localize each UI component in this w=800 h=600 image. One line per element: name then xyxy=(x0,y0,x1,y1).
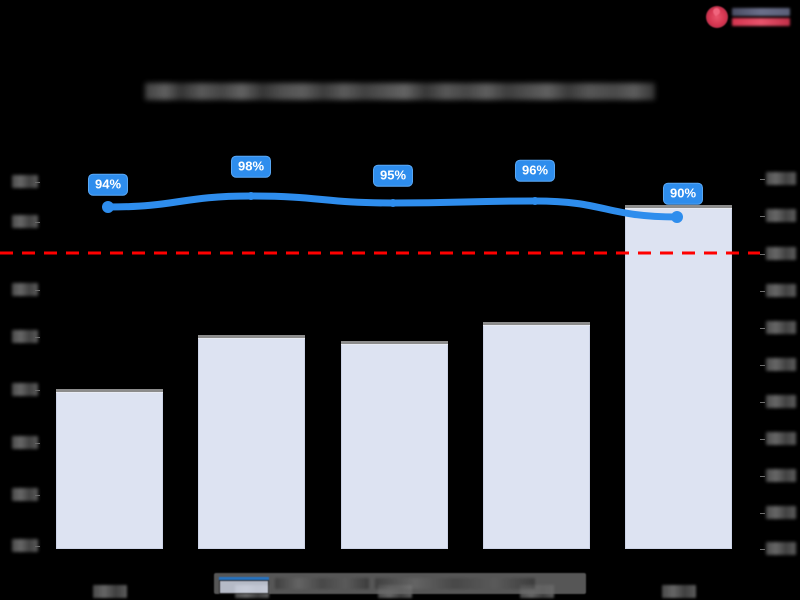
right-axis-label-4 xyxy=(766,284,796,297)
x-axis-label-1 xyxy=(92,585,127,598)
logo-wordmark xyxy=(732,8,790,26)
left-axis-label-2 xyxy=(12,215,38,228)
right-axis-tick xyxy=(760,254,765,255)
data-label-5: 90% xyxy=(662,182,704,205)
legend-swatch-bar[interactable] xyxy=(219,580,269,594)
bar-1[interactable] xyxy=(56,389,163,549)
right-axis-label-9 xyxy=(766,469,796,482)
right-axis-label-8 xyxy=(766,432,796,445)
bar-5[interactable] xyxy=(625,205,732,549)
left-axis-label-1 xyxy=(12,175,38,188)
chart-title xyxy=(100,74,700,108)
right-axis-tick xyxy=(760,402,765,403)
line-marker-1[interactable] xyxy=(102,201,114,213)
right-axis-tick xyxy=(760,216,765,217)
right-axis-label-3 xyxy=(766,247,796,260)
x-axis-label-5 xyxy=(661,585,696,598)
left-axis-label-7 xyxy=(12,488,38,501)
right-axis-label-6 xyxy=(766,358,796,371)
legend-label-bar xyxy=(375,578,535,589)
data-label-2: 98% xyxy=(230,155,272,178)
chart-title-redacted xyxy=(145,82,655,100)
data-label-4: 96% xyxy=(514,159,556,182)
left-axis-label-8 xyxy=(12,539,38,552)
right-axis-label-10 xyxy=(766,506,796,519)
data-label-3: 95% xyxy=(372,164,414,187)
right-axis-tick xyxy=(760,179,765,180)
right-axis-tick xyxy=(760,476,765,477)
line-marker-3[interactable] xyxy=(389,199,397,207)
left-axis-label-3 xyxy=(12,283,38,296)
bar-cap xyxy=(625,205,732,209)
right-axis-tick xyxy=(760,291,765,292)
line-marker-4[interactable] xyxy=(531,197,539,205)
right-axis-label-11 xyxy=(766,542,796,555)
data-label-1: 94% xyxy=(87,173,129,196)
bar-3[interactable] xyxy=(341,341,448,549)
left-axis-label-5 xyxy=(12,383,38,396)
right-axis-tick xyxy=(760,549,765,550)
logo-mark-icon xyxy=(706,6,728,28)
brand-logo xyxy=(706,4,794,30)
right-axis-label-7 xyxy=(766,395,796,408)
right-axis-label-1 xyxy=(766,172,796,185)
line-series xyxy=(0,192,760,255)
left-axis-label-4 xyxy=(12,330,38,343)
bar-cap xyxy=(56,389,163,393)
right-axis-tick xyxy=(760,328,765,329)
bar-cap xyxy=(483,322,590,326)
right-axis-tick xyxy=(760,365,765,366)
bar-2[interactable] xyxy=(198,335,305,549)
bar-cap xyxy=(198,335,305,339)
right-axis-tick xyxy=(760,513,765,514)
legend-label-line xyxy=(275,578,369,589)
line-marker-2[interactable] xyxy=(247,192,255,200)
chart-legend xyxy=(214,573,586,594)
logo-text-line-2 xyxy=(732,18,790,26)
left-axis-label-6 xyxy=(12,436,38,449)
line-marker-5[interactable] xyxy=(671,211,683,223)
right-axis-tick xyxy=(760,439,765,440)
plot-area: 94% 98% 95% 96% 90% xyxy=(0,155,796,598)
right-axis-label-5 xyxy=(766,321,796,334)
bar-cap xyxy=(341,341,448,345)
right-axis-label-2 xyxy=(766,209,796,222)
logo-text-line-1 xyxy=(732,8,790,16)
bar-4[interactable] xyxy=(483,322,590,549)
